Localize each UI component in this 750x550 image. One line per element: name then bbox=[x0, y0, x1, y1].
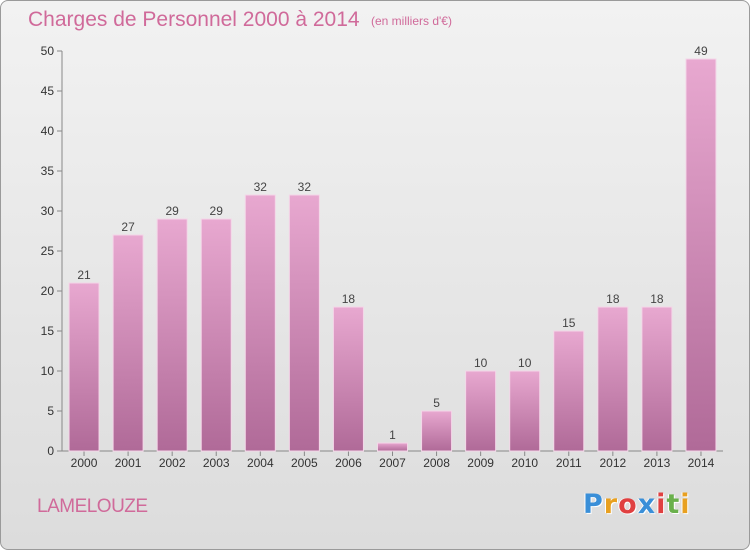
y-tick-label: 5 bbox=[47, 404, 54, 418]
bar-value-label: 18 bbox=[342, 292, 356, 306]
bar-2013 bbox=[641, 306, 673, 452]
bar-value-label: 5 bbox=[433, 396, 440, 410]
x-tick-label: 2014 bbox=[688, 456, 715, 470]
x-tick-label: 2010 bbox=[511, 456, 538, 470]
bar-value-label: 1 bbox=[389, 428, 396, 442]
x-tick-label: 2007 bbox=[379, 456, 406, 470]
logo-letter: i bbox=[656, 489, 667, 520]
y-tick-label: 25 bbox=[41, 244, 55, 258]
bar-value-label: 10 bbox=[518, 356, 532, 370]
bar-value-label: 29 bbox=[165, 204, 179, 218]
y-tick-label: 30 bbox=[41, 204, 55, 218]
x-tick-label: 2009 bbox=[467, 456, 494, 470]
x-tick-label: 2013 bbox=[644, 456, 671, 470]
bar-2002 bbox=[156, 218, 188, 452]
bar-value-label: 15 bbox=[562, 316, 576, 330]
bar-2012 bbox=[597, 306, 629, 452]
y-tick-label: 40 bbox=[41, 124, 55, 138]
y-tick-label: 35 bbox=[41, 164, 55, 178]
logo-letter: r bbox=[603, 489, 619, 520]
bar-2007 bbox=[377, 442, 408, 452]
bar-2008 bbox=[421, 410, 453, 452]
logo-letter: x bbox=[637, 489, 657, 520]
logo-letter: P bbox=[583, 489, 604, 520]
bar-value-label: 21 bbox=[77, 268, 91, 282]
proxiti-logo[interactable]: Proxiti bbox=[583, 489, 691, 520]
y-tick-label: 45 bbox=[41, 84, 55, 98]
x-tick-label: 2008 bbox=[423, 456, 450, 470]
chart-subtitle: (en milliers d'€) bbox=[371, 14, 452, 28]
logo-letter: t bbox=[666, 489, 681, 520]
bar-2001 bbox=[112, 234, 144, 452]
y-tick-label: 10 bbox=[41, 364, 55, 378]
bar-2011 bbox=[553, 330, 585, 452]
x-tick-label: 2012 bbox=[599, 456, 626, 470]
chart-title: Charges de Personnel 2000 à 2014 bbox=[28, 8, 360, 31]
logo-letter: i bbox=[680, 489, 691, 520]
bar-value-label: 29 bbox=[210, 204, 224, 218]
bar-2000 bbox=[68, 282, 100, 452]
y-tick-label: 15 bbox=[41, 324, 55, 338]
commune-name: LAMELOUZE bbox=[37, 496, 148, 517]
x-tick-label: 2001 bbox=[115, 456, 142, 470]
x-tick-label: 2011 bbox=[556, 456, 582, 470]
x-tick-label: 2005 bbox=[291, 456, 318, 470]
bar-value-label: 27 bbox=[121, 220, 135, 234]
bar-2005 bbox=[288, 194, 320, 452]
bar-2003 bbox=[200, 218, 232, 452]
logo-letter: o bbox=[618, 489, 638, 520]
bar-2014 bbox=[685, 58, 717, 452]
x-tick-label: 2000 bbox=[71, 456, 98, 470]
bar-2010 bbox=[509, 370, 541, 452]
x-tick-label: 2006 bbox=[335, 456, 362, 470]
y-tick-label: 20 bbox=[41, 284, 55, 298]
bar-value-label: 18 bbox=[650, 292, 664, 306]
x-tick-label: 2002 bbox=[159, 456, 186, 470]
bar-2004 bbox=[244, 194, 276, 452]
bar-value-label: 32 bbox=[298, 180, 312, 194]
bar-2009 bbox=[465, 370, 497, 452]
bar-value-label: 32 bbox=[254, 180, 268, 194]
x-tick-label: 2004 bbox=[247, 456, 274, 470]
y-tick-label: 0 bbox=[47, 444, 54, 458]
bar-value-label: 49 bbox=[694, 44, 708, 58]
y-tick-label: 50 bbox=[41, 44, 55, 58]
bar-value-label: 10 bbox=[474, 356, 488, 370]
bar-2006 bbox=[332, 306, 364, 452]
bar-value-label: 18 bbox=[606, 292, 620, 306]
x-tick-label: 2003 bbox=[203, 456, 230, 470]
